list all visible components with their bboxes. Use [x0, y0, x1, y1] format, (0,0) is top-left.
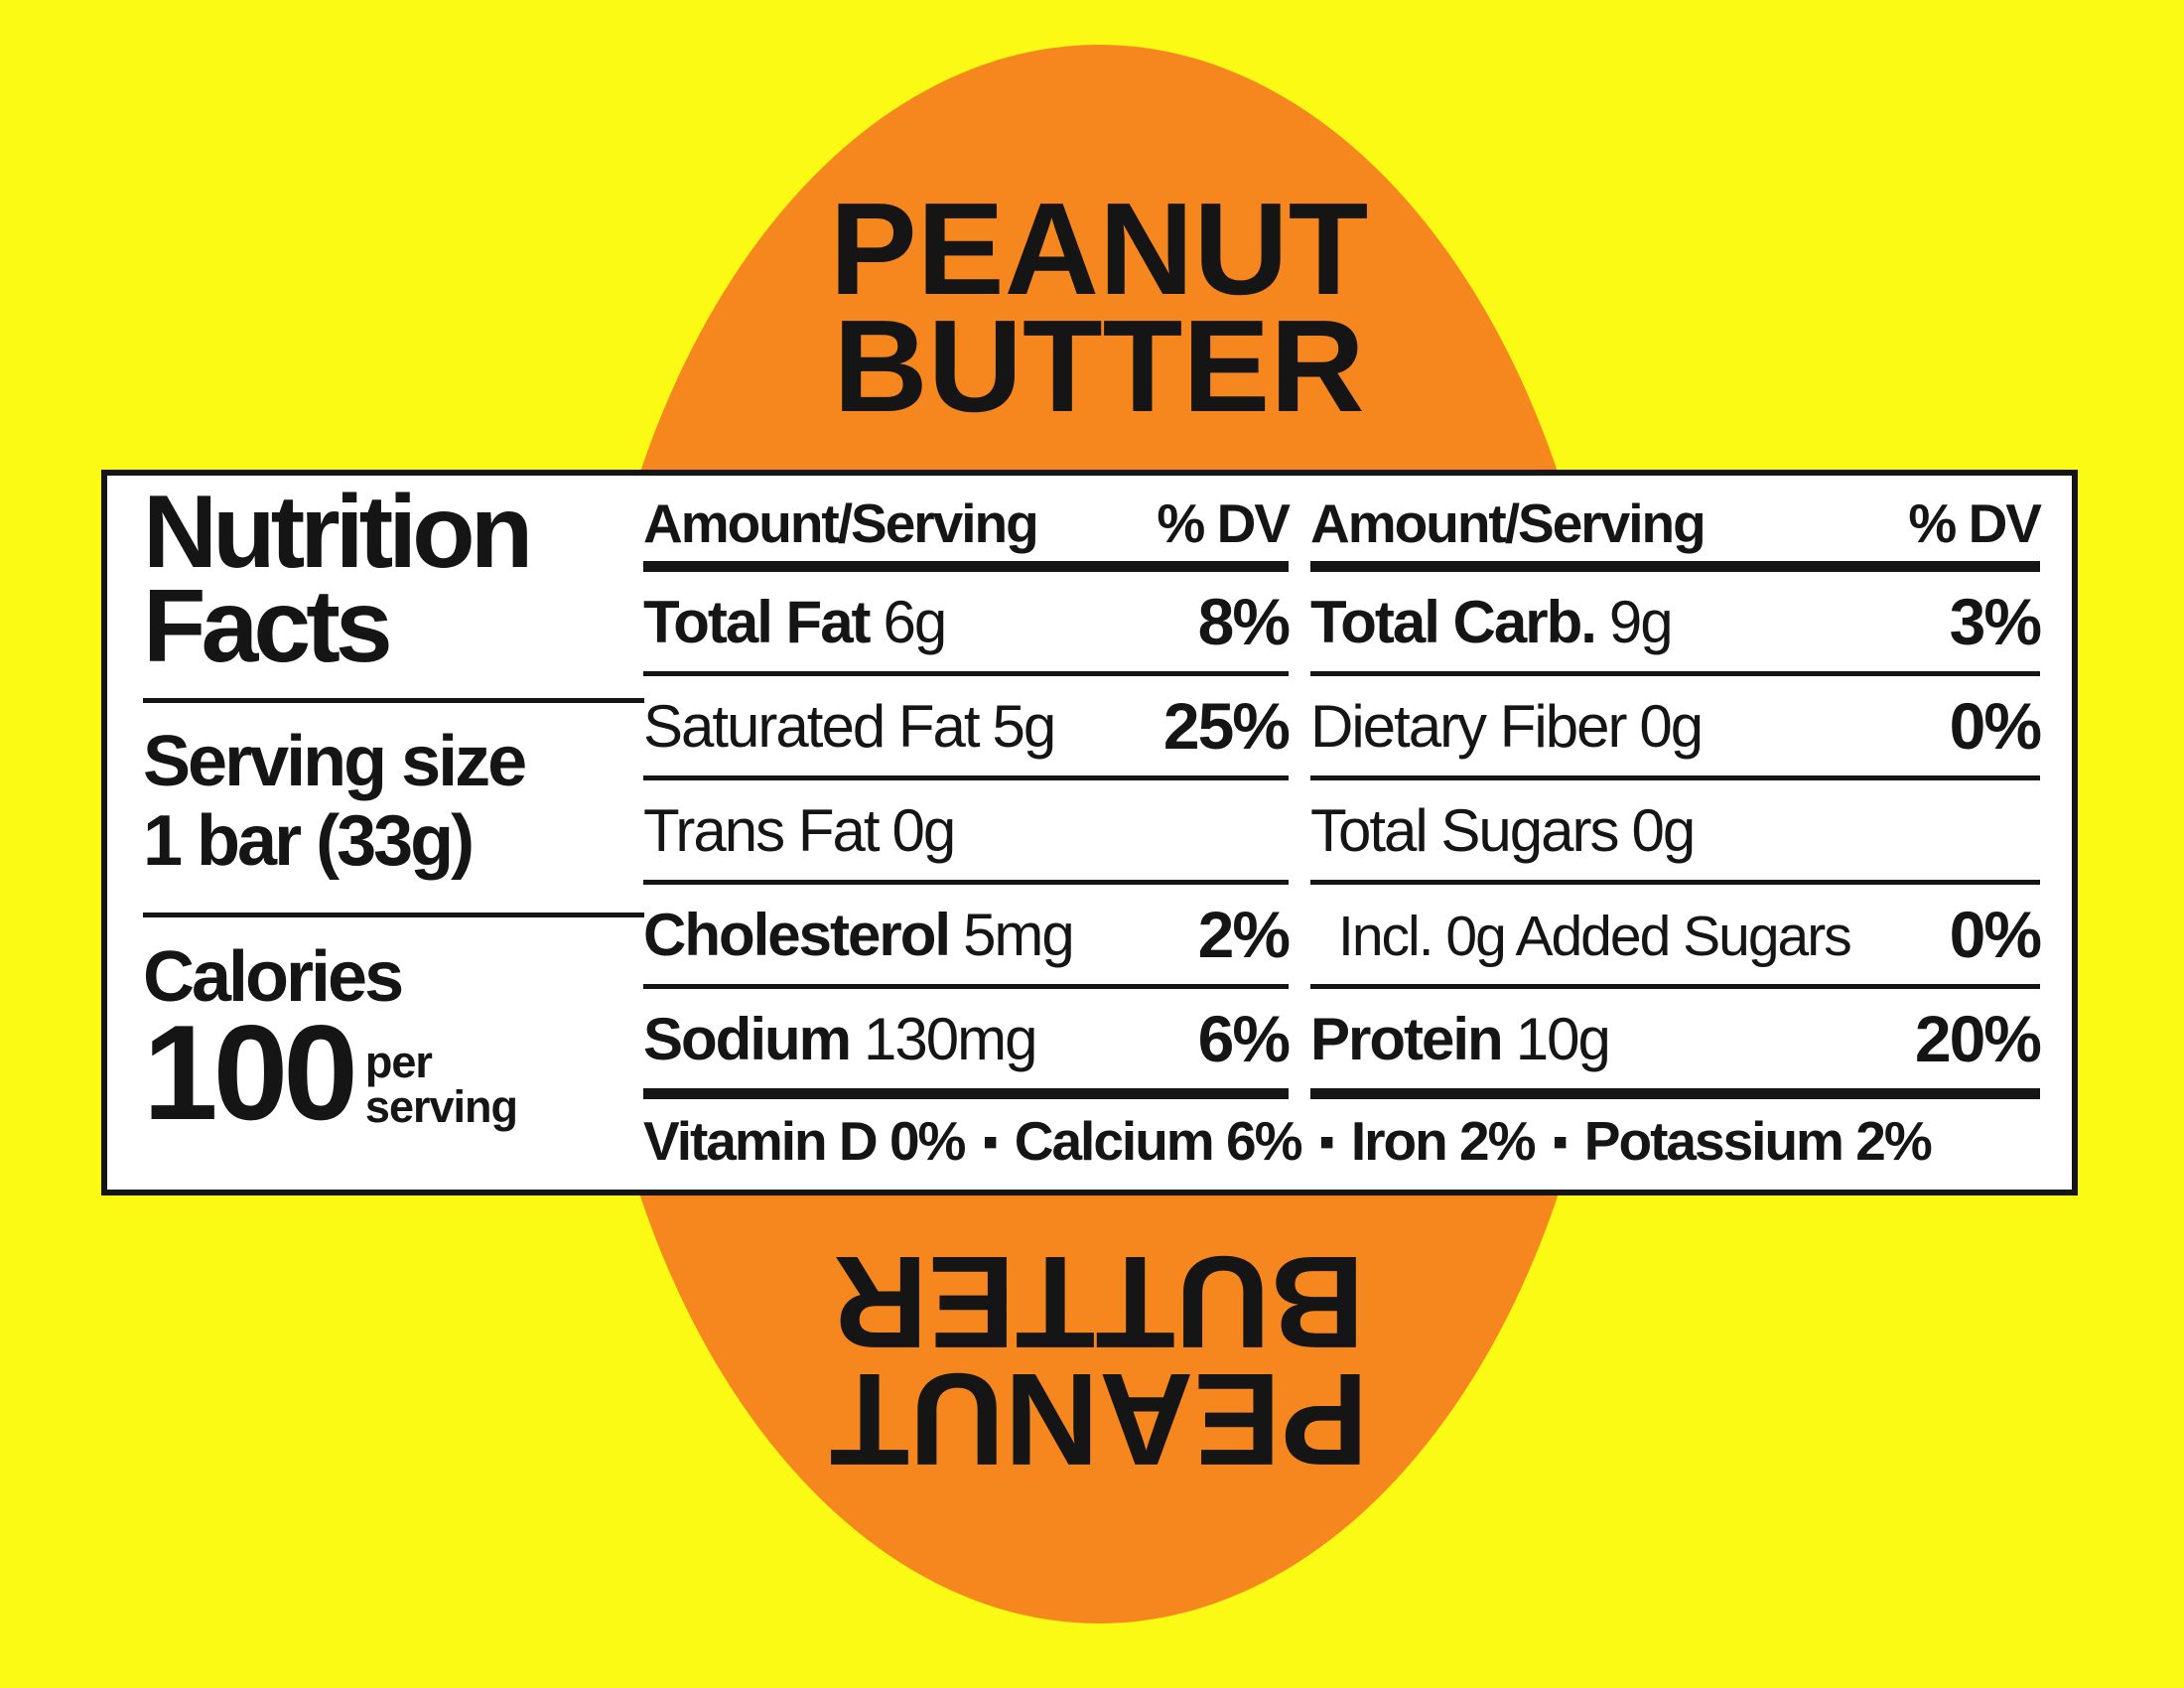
nutrient-name: Protein — [1310, 1005, 1504, 1072]
nutrient-name: Total Fat — [643, 588, 872, 655]
nutrient-name: Saturated Fat — [643, 692, 981, 760]
nutrient-dv: 8% — [1197, 585, 1291, 658]
product-title-bottom-line1: PEANUT — [829, 1346, 1369, 1492]
product-title-bottom-line2: BUTTER — [833, 1229, 1365, 1375]
nutrient-dv: 0% — [1949, 689, 2042, 763]
nutrient-amount: 5g — [992, 692, 1057, 760]
square-separator-icon: ▪ — [982, 1115, 998, 1167]
nutrient-name: Total Carb. — [1310, 588, 1597, 655]
nutrient-amount: 5mg — [963, 901, 1075, 968]
nutrient-dv: 3% — [1949, 585, 2042, 658]
serving-size-value: 1 bar (33g) — [143, 801, 475, 881]
micronutrient-strip: Vitamin D 0% ▪ Calcium 6% ▪ Iron 2% ▪ Po… — [643, 1099, 2040, 1183]
column2-header-amount: Amount/Serving — [1310, 492, 1706, 554]
nutrient-name: Total Sugars — [1310, 796, 1620, 864]
nutrient-dv: 20% — [1914, 1002, 2042, 1075]
nutrient-column-1: Amount/Serving % DV Total Fat 6g 8% Satur… — [643, 476, 1291, 1099]
micronutrient-iron: Iron 2% — [1350, 1110, 1537, 1172]
nutrient-amount: 9g — [1608, 588, 1674, 655]
product-title-bottom-rotated: PEANUT BUTTER — [583, 1229, 1615, 1492]
nutrient-amount: 130mg — [864, 1005, 1037, 1072]
nutrient-amount: 0g — [1631, 796, 1697, 864]
divider-rule — [143, 698, 644, 703]
nutrient-row-trans-fat: Trans Fat 0g — [643, 780, 1289, 885]
calories-label: Calories — [143, 937, 404, 1017]
calories-per-serving: per serving — [364, 1037, 518, 1133]
serving-size-block: Serving size 1 bar (33g) — [143, 722, 527, 881]
nutrient-amount: 0g — [1639, 692, 1704, 760]
calories-value-row: 100 per serving — [143, 997, 518, 1148]
nutrient-name: Trans Fat — [643, 796, 881, 864]
column2-header-dv: % DV — [1908, 492, 2042, 554]
nutrition-facts-heading: Nutrition Facts — [143, 475, 644, 684]
nutrient-dv: 6% — [1197, 1002, 1291, 1075]
heading-line2: Facts — [143, 569, 393, 684]
column1-header-amount: Amount/Serving — [643, 492, 1039, 554]
nutrient-amount: 10g — [1515, 1005, 1611, 1072]
calories-per-line1: per — [364, 1037, 433, 1087]
nutrient-name: Incl. 0g Added Sugars — [1338, 904, 1852, 968]
calories-per-line2: serving — [364, 1081, 518, 1132]
square-separator-icon: ▪ — [1552, 1115, 1568, 1167]
product-title-top-line2: BUTTER — [833, 293, 1365, 439]
nutrient-name: Dietary Fiber — [1310, 692, 1627, 760]
panel-left-column: Nutrition Facts Serving size 1 bar (33g)… — [143, 476, 644, 1190]
nutrient-name: Cholesterol — [643, 901, 951, 968]
micronutrient-potassium: Potassium 2% — [1583, 1110, 1933, 1172]
column1-header-dv: % DV — [1157, 492, 1291, 554]
nutrient-row-sodium: Sodium 130mg 6% — [643, 989, 1291, 1099]
calories-value: 100 — [143, 997, 358, 1148]
nutrient-dv: 0% — [1949, 898, 2042, 971]
product-title-top-line1: PEANUT — [829, 176, 1369, 322]
nutrition-facts-panel: Nutrition Facts Serving size 1 bar (33g)… — [101, 470, 2078, 1196]
divider-rule — [143, 913, 644, 917]
nutrient-column-2: Amount/Serving % DV Total Carb. 9g 3% Die… — [1310, 476, 2042, 1099]
square-separator-icon: ▪ — [1318, 1115, 1335, 1167]
nutrient-row-saturated-fat: Saturated Fat 5g 25% — [643, 676, 1291, 780]
nutrient-dv: 2% — [1197, 898, 1291, 971]
micronutrient-vitamin-d: Vitamin D 0% — [643, 1110, 966, 1172]
nutrient-row-total-sugars: Total Sugars 0g — [1310, 780, 2040, 885]
nutrient-row-total-carb: Total Carb. 9g 3% — [1310, 572, 2042, 676]
nutrient-name: Sodium — [643, 1005, 852, 1072]
nutrient-row-total-fat: Total Fat 6g 8% — [643, 572, 1291, 676]
heading-line1: Nutrition — [143, 475, 533, 590]
serving-size-label: Serving size — [143, 722, 527, 801]
nutrient-row-dietary-fiber: Dietary Fiber 0g 0% — [1310, 676, 2042, 780]
nutrient-amount: 6g — [883, 588, 948, 655]
nutrient-dv: 25% — [1162, 689, 1291, 763]
column1-header: Amount/Serving % DV — [643, 476, 1291, 572]
product-title-top: PEANUT BUTTER — [583, 176, 1615, 439]
micronutrient-calcium: Calcium 6% — [1014, 1110, 1303, 1172]
nutrient-row-protein: Protein 10g 20% — [1310, 989, 2042, 1099]
nutrient-row-cholesterol: Cholesterol 5mg 2% — [643, 885, 1291, 989]
nutrient-row-added-sugars: Incl. 0g Added Sugars 0% — [1310, 885, 2042, 989]
nutrient-amount: 0g — [891, 796, 957, 864]
column2-header: Amount/Serving % DV — [1310, 476, 2042, 572]
